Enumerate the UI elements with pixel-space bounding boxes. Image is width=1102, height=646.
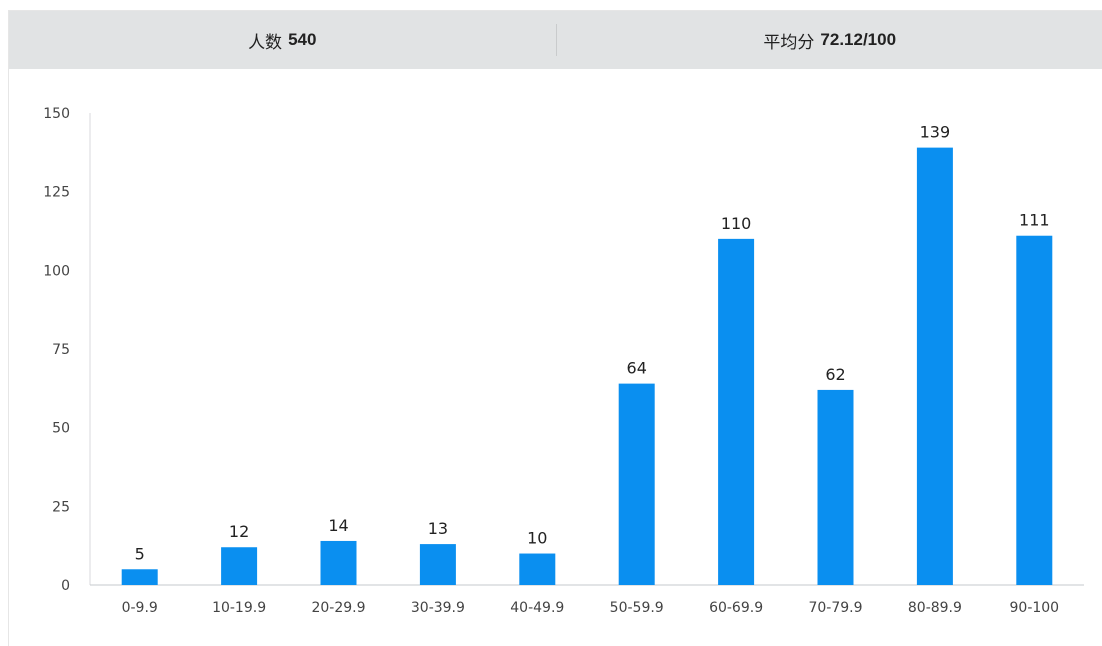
bar — [321, 541, 357, 585]
x-tick-label: 90-100 — [1010, 600, 1060, 616]
y-tick-label: 25 — [52, 499, 70, 515]
y-tick-label: 0 — [61, 578, 70, 594]
bar-value-label: 62 — [825, 365, 845, 384]
x-tick-label: 80-89.9 — [908, 600, 962, 616]
x-tick-label: 50-59.9 — [610, 600, 664, 616]
bar — [718, 239, 754, 585]
bar — [1016, 236, 1052, 585]
bar-value-label: 13 — [428, 519, 448, 538]
bar — [519, 554, 555, 585]
bar-value-label: 64 — [627, 359, 647, 378]
bar — [420, 544, 456, 585]
y-tick-label: 100 — [43, 263, 70, 279]
bar-value-label: 12 — [229, 522, 249, 541]
bar — [619, 384, 655, 585]
x-tick-label: 20-29.9 — [311, 600, 365, 616]
bar-value-label: 110 — [721, 214, 752, 233]
x-tick-label: 70-79.9 — [808, 600, 862, 616]
x-tick-label: 0-9.9 — [122, 600, 158, 616]
y-tick-label: 150 — [43, 106, 70, 122]
x-tick-label: 60-69.9 — [709, 600, 763, 616]
bar-value-label: 14 — [328, 516, 348, 535]
bar-value-label: 10 — [527, 529, 547, 548]
y-tick-label: 75 — [52, 342, 70, 358]
bar-value-label: 139 — [920, 123, 951, 142]
bar — [122, 569, 158, 585]
x-tick-label: 40-49.9 — [510, 600, 564, 616]
bar-value-label: 111 — [1019, 211, 1050, 230]
bar — [917, 148, 953, 585]
y-tick-label: 50 — [52, 421, 70, 437]
bar — [221, 547, 257, 585]
bar-value-label: 5 — [135, 544, 145, 563]
x-tick-label: 10-19.9 — [212, 600, 266, 616]
x-tick-label: 30-39.9 — [411, 600, 465, 616]
bar — [818, 390, 854, 585]
y-tick-label: 125 — [43, 185, 70, 201]
